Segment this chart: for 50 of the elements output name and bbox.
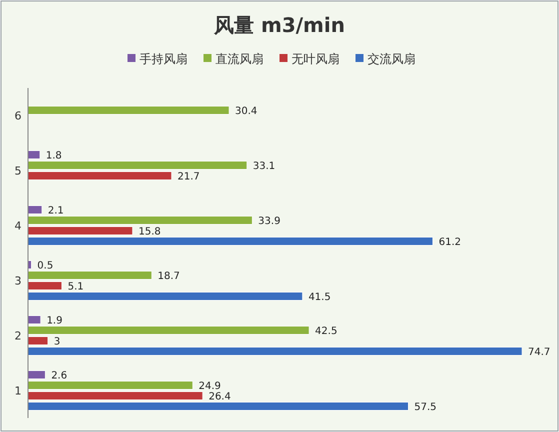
legend-label: 直流风扇 (216, 52, 264, 66)
bar (28, 392, 203, 400)
bar (28, 237, 433, 246)
data-label: 3 (54, 336, 60, 348)
bar (28, 216, 252, 224)
bar (28, 316, 41, 324)
legend-label: 无叶风扇 (292, 52, 340, 66)
data-label: 0.5 (37, 260, 54, 272)
y-tick-label: 2 (14, 330, 22, 342)
chart-title: 风量 m3/min (213, 13, 345, 37)
data-label: 41.5 (308, 292, 331, 303)
bar (28, 282, 62, 290)
y-tick-label: 3 (14, 274, 22, 288)
data-label: 1.8 (46, 150, 62, 162)
data-label: 57.5 (414, 402, 437, 413)
data-label: 33.1 (252, 160, 276, 172)
bar (28, 381, 193, 390)
bar (28, 172, 172, 180)
bar (28, 161, 248, 170)
legend-label: 交流风扇 (368, 52, 416, 66)
data-label: 24.9 (198, 380, 221, 392)
bar (28, 326, 310, 334)
data-label: 15.8 (138, 226, 161, 238)
data-label: 61.2 (438, 236, 461, 248)
y-tick-label: 6 (14, 110, 22, 122)
bar (28, 370, 46, 379)
data-label: 2.1 (48, 205, 64, 216)
data-label: 18.7 (158, 270, 180, 282)
bar (28, 292, 303, 300)
y-tick-label: 1 (14, 384, 22, 398)
bar (28, 226, 133, 235)
y-tick-label: 5 (14, 164, 22, 178)
data-label: 42.5 (315, 326, 338, 337)
data-label: 26.4 (208, 391, 231, 402)
data-label: 5.1 (68, 281, 84, 292)
data-label: 1.9 (46, 315, 62, 326)
data-label: 33.9 (258, 216, 280, 227)
bar (28, 206, 42, 214)
data-label: 30.4 (235, 106, 258, 117)
data-label: 74.7 (528, 346, 550, 358)
bar (28, 347, 522, 356)
bar (28, 106, 230, 114)
legend-label: 手持风扇 (140, 52, 188, 66)
bar (28, 402, 409, 410)
bar (28, 336, 48, 345)
bar (28, 150, 40, 159)
data-label: 21.7 (178, 171, 200, 182)
bar (28, 271, 152, 280)
data-label: 2.6 (51, 370, 68, 382)
y-tick-label: 4 (14, 220, 22, 232)
